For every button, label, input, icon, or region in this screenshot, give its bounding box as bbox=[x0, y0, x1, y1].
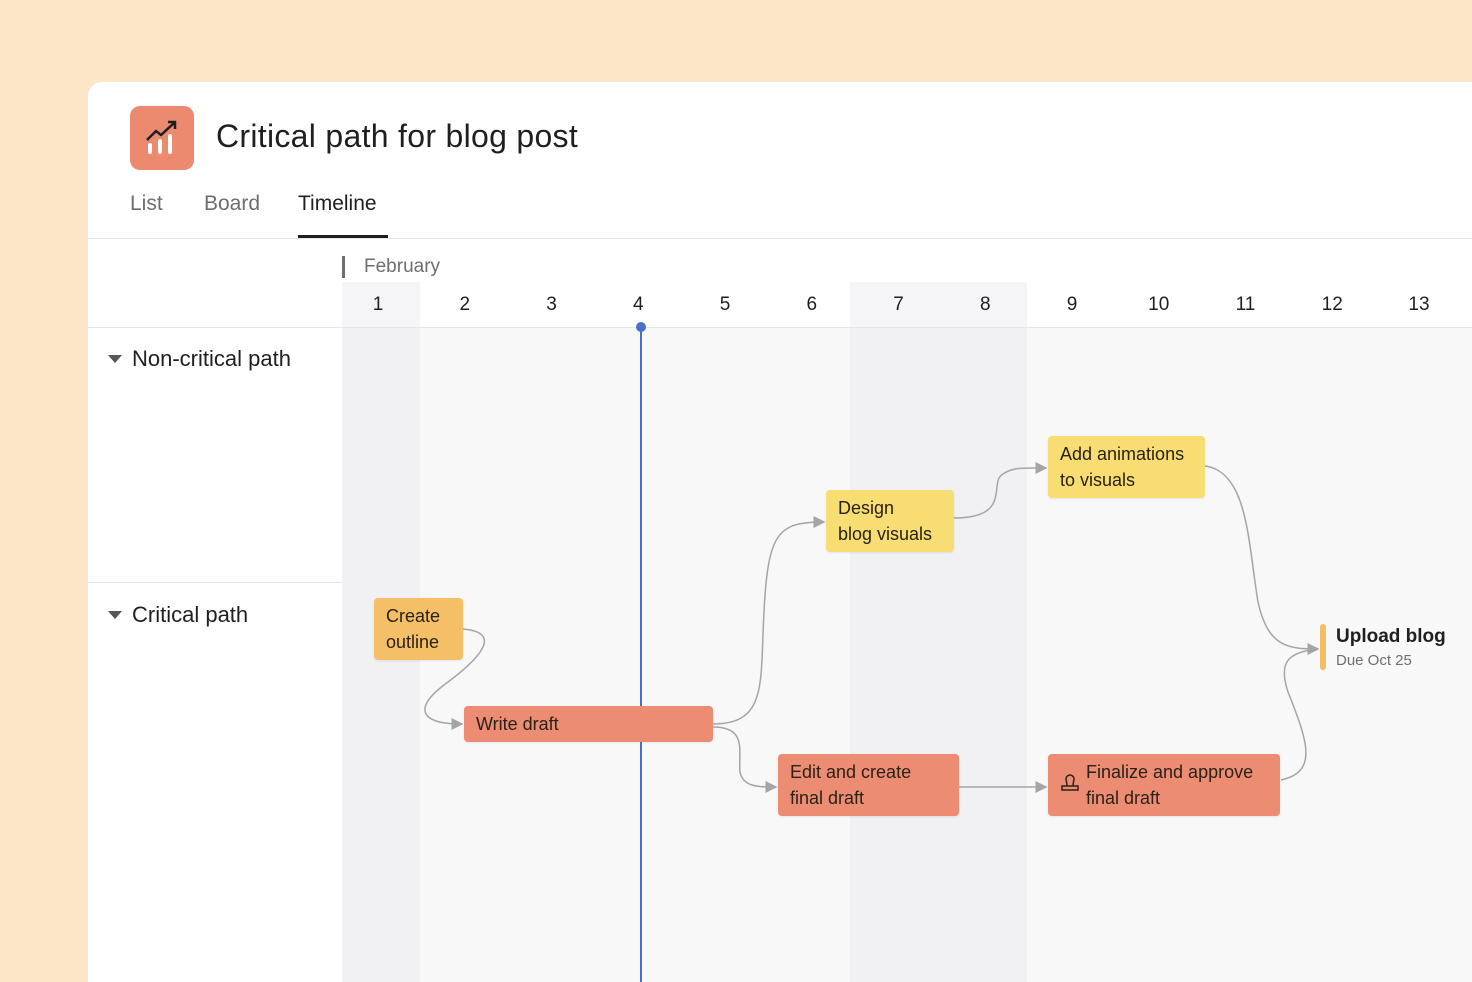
day-label: 4 bbox=[632, 294, 644, 315]
task-create-outline[interactable]: Create outline bbox=[374, 598, 463, 660]
task-add-animations[interactable]: Add animations to visuals bbox=[1048, 436, 1205, 498]
tab-board[interactable]: Board bbox=[204, 192, 261, 215]
day-label: 9 bbox=[1066, 294, 1078, 315]
task-label: blog visuals bbox=[838, 524, 933, 544]
day-label: 1 bbox=[372, 294, 384, 315]
task-write-draft[interactable]: Write draft bbox=[464, 706, 713, 742]
weekend-header bbox=[850, 282, 1027, 328]
link bbox=[712, 516, 826, 725]
section-non-critical[interactable]: Non-critical path bbox=[108, 346, 291, 372]
task-label: final draft bbox=[1086, 788, 1161, 808]
day-label: 10 bbox=[1148, 294, 1170, 315]
milestone-marker[interactable] bbox=[1320, 624, 1326, 670]
tab-timeline[interactable]: Timeline bbox=[298, 192, 377, 215]
day-label: 6 bbox=[806, 294, 818, 315]
project-logo bbox=[130, 106, 194, 170]
day-label: 2 bbox=[459, 294, 471, 315]
section-divider bbox=[88, 582, 342, 583]
dependency-links bbox=[424, 461, 1320, 793]
caret-down-icon[interactable] bbox=[108, 611, 122, 619]
task-label: Add animations bbox=[1060, 444, 1185, 464]
day-label: 8 bbox=[979, 294, 991, 315]
month-marker bbox=[342, 256, 345, 278]
day-label: 7 bbox=[893, 294, 904, 315]
chart-trend-icon bbox=[146, 120, 177, 154]
task-label: Finalize and approve bbox=[1086, 762, 1254, 782]
link bbox=[712, 726, 778, 793]
link bbox=[1280, 648, 1319, 781]
today-line bbox=[640, 328, 642, 982]
task-label: Design bbox=[838, 498, 895, 518]
day-label: 12 bbox=[1321, 294, 1343, 315]
month-label: February bbox=[364, 256, 441, 277]
milestone-title[interactable]: Upload blog bbox=[1336, 626, 1446, 647]
weekend-shade bbox=[850, 328, 1027, 982]
task-label: Edit and create bbox=[790, 762, 912, 782]
divider bbox=[88, 238, 1472, 239]
task-label: Create bbox=[386, 606, 441, 626]
link bbox=[1204, 465, 1320, 655]
day-label: 13 bbox=[1408, 294, 1430, 315]
day-label: 5 bbox=[719, 294, 731, 315]
link bbox=[424, 628, 485, 730]
active-tab-indicator bbox=[298, 235, 388, 238]
section-label: Critical path bbox=[132, 602, 249, 627]
task-label: outline bbox=[386, 632, 440, 652]
tab-list[interactable]: List bbox=[130, 192, 163, 215]
section-label: Non-critical path bbox=[132, 346, 291, 371]
day-label: 11 bbox=[1235, 294, 1256, 315]
divider bbox=[88, 327, 1472, 328]
caret-down-icon[interactable] bbox=[108, 355, 122, 363]
page-title: Critical path for blog post bbox=[216, 118, 579, 154]
task-edit-final-draft[interactable]: Edit and create final draft bbox=[778, 754, 959, 816]
milestone-due-date: Due Oct 25 bbox=[1336, 652, 1412, 669]
approval-stamp-icon bbox=[1061, 774, 1079, 791]
section-critical[interactable]: Critical path bbox=[108, 602, 248, 628]
task-design-visuals[interactable]: Design blog visuals bbox=[826, 490, 954, 552]
link bbox=[953, 461, 1048, 519]
project-window: Critical path for blog post List Board T… bbox=[88, 82, 1472, 982]
task-label: final draft bbox=[790, 788, 865, 808]
task-label: Write draft bbox=[476, 714, 559, 734]
day-label: 3 bbox=[546, 294, 557, 315]
today-dot bbox=[636, 322, 646, 332]
weekend-header bbox=[342, 282, 420, 328]
task-label: to visuals bbox=[1060, 470, 1136, 490]
task-finalize-approve[interactable]: Finalize and approve final draft bbox=[1048, 754, 1280, 816]
